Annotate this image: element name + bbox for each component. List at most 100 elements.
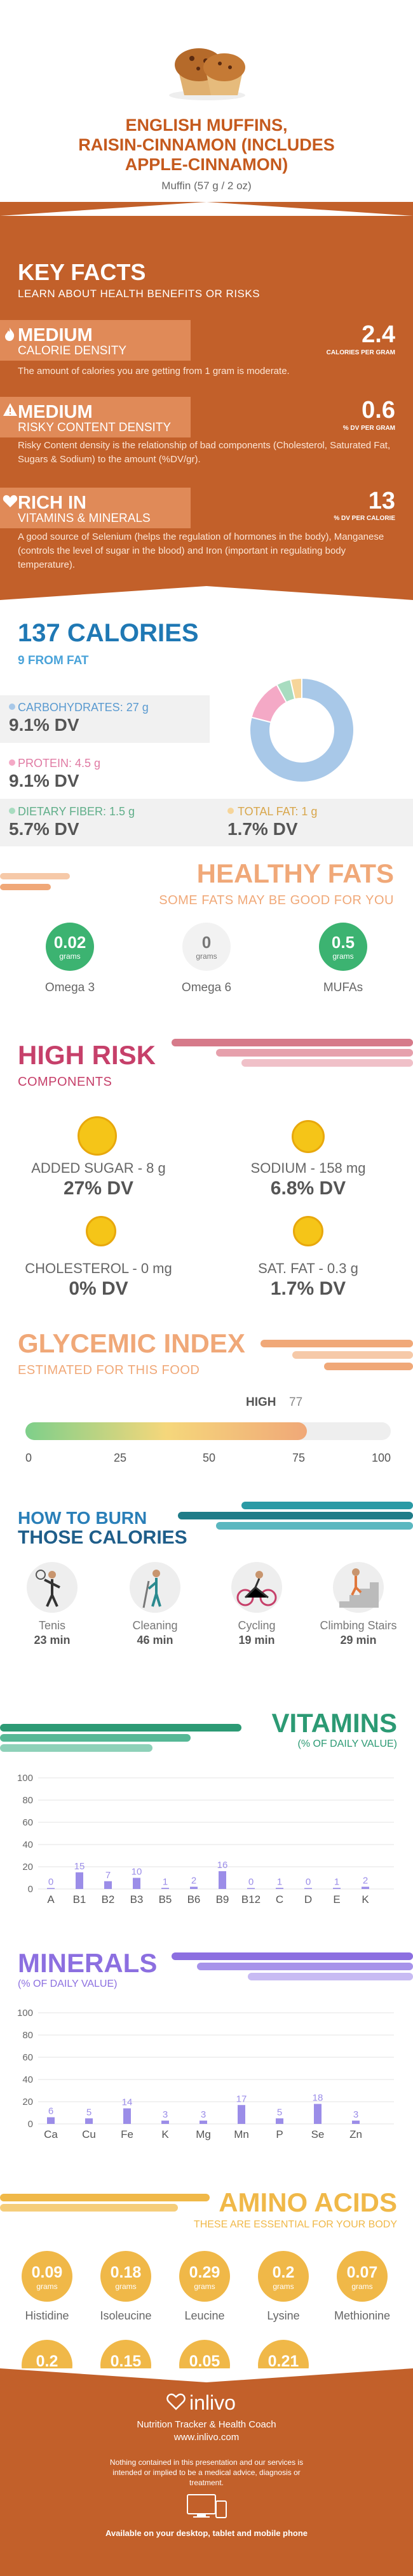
minerals-title: MINERALS — [18, 1948, 158, 1978]
burn-title-1: HOW TO BURN — [18, 1508, 147, 1528]
donut-slice-carbohydrates — [249, 677, 355, 783]
sodium-dv: 6.8% DV — [270, 1178, 346, 1199]
healthy-fats-subtitle: SOME FATS MAY BE GOOD FOR YOU — [159, 893, 394, 907]
calories-title: 137 CALORIES — [18, 619, 199, 647]
amino-unit: grams — [273, 2282, 294, 2291]
omega3-unit: grams — [59, 952, 81, 961]
fact-tag-calorie-density: MEDIUM CALORIE DENSITY — [0, 320, 191, 361]
calories-subtitle: 9 FROM FAT — [18, 654, 89, 667]
amino-value: 0.15 — [110, 2352, 142, 2370]
bar-value-label: 0 — [248, 1877, 254, 1888]
smiley-icon — [86, 1216, 116, 1246]
category-label: K — [161, 2128, 169, 2140]
heart-icon — [166, 2393, 186, 2410]
fact-unit: CALORIES PER GRAM — [326, 349, 395, 356]
devices-icon — [187, 2494, 227, 2518]
fact-value: 13 — [368, 488, 395, 514]
cholesterol-label: CHOLESTEROL - 0 mg — [25, 1260, 172, 1276]
bar-value-label: 1 — [334, 1876, 339, 1887]
amino-label: Isoleucine — [100, 2309, 152, 2322]
fiber-fat-row — [0, 799, 413, 846]
section-edge — [0, 202, 413, 216]
category-label: B9 — [216, 1893, 229, 1905]
omega6-value: 0 — [201, 933, 212, 952]
fact-description: Risky Content density is the relationshi… — [18, 440, 391, 465]
omega6-unit: grams — [196, 952, 217, 961]
burn-label: Tenis — [38, 1619, 66, 1632]
fact-description: The amount of calories you are getting f… — [18, 366, 290, 377]
gi-tick: 75 — [292, 1452, 306, 1464]
bar-value-label: 14 — [122, 2097, 133, 2108]
mufa-label: MUFAs — [323, 981, 363, 994]
bar-value-label: 6 — [48, 2106, 53, 2117]
bar-value-label: 16 — [217, 1860, 228, 1871]
bar-value-label: 5 — [277, 2107, 282, 2118]
bar — [104, 1881, 112, 1889]
category-label: E — [333, 1893, 340, 1905]
heart-icon — [3, 495, 18, 507]
burn-title-2: THOSE CALORIES — [18, 1527, 187, 1548]
category-label: B1 — [73, 1893, 86, 1905]
high-risk-subtitle: COMPONENTS — [18, 1075, 112, 1089]
bar — [47, 2117, 55, 2124]
protein-dv: 9.1% DV — [9, 771, 79, 791]
tennis-icon — [27, 1562, 78, 1613]
bar — [362, 1886, 369, 1889]
burn-label: Cycling — [238, 1619, 276, 1632]
fact-level: MEDIUM — [18, 402, 93, 422]
cholesterol-dv: 0% DV — [69, 1278, 128, 1299]
page-title: ENGLISH MUFFINS, RAISIN-CINNAMON (INCLUD… — [78, 116, 335, 174]
mufa-value: 0.5 — [331, 933, 355, 952]
bar-value-label: 1 — [277, 1876, 282, 1887]
carbs-dv: 9.1% DV — [9, 715, 79, 735]
gi-tick: 0 — [25, 1452, 32, 1464]
stripes-decoration — [172, 1039, 413, 1067]
sodium-label: SODIUM - 158 mg — [250, 1160, 366, 1176]
bar-value-label: 0 — [306, 1877, 311, 1888]
y-tick-label: 40 — [22, 1839, 33, 1850]
bar — [276, 2118, 283, 2124]
protein-row — [0, 751, 210, 799]
category-label: Ca — [44, 2128, 58, 2140]
amino-value: 0.05 — [189, 2352, 220, 2370]
footer-available: Available on your desktop, tablet and mo… — [105, 2528, 308, 2538]
bar — [333, 1888, 341, 1889]
gi-tick: 50 — [202, 1452, 216, 1464]
burn-time: 19 min — [238, 1634, 275, 1646]
fiber-dv: 5.7% DV — [9, 819, 79, 839]
bar-value-label: 10 — [132, 1867, 142, 1878]
protein-label: PROTEIN: 4.5 g — [18, 757, 101, 770]
stripes-decoration — [0, 2194, 210, 2212]
burn-time: 46 min — [137, 1634, 173, 1646]
smiley-icon — [292, 1120, 325, 1153]
bar — [161, 1888, 169, 1889]
burn-time: 29 min — [340, 1634, 377, 1646]
omega6-bubble: 0 grams — [182, 923, 231, 971]
y-tick-label: 40 — [22, 2074, 33, 2085]
glycemic-fill — [25, 1422, 307, 1440]
bar-value-label: 5 — [86, 2107, 91, 2118]
section-edge — [0, 2368, 413, 2382]
fact-name: CALORIE DENSITY — [18, 344, 127, 357]
category-label: D — [304, 1893, 312, 1905]
glycemic-title: GLYCEMIC INDEX — [18, 1328, 245, 1358]
category-label: B6 — [187, 1893, 201, 1905]
amino-subtitle: THESE ARE ESSENTIAL FOR YOUR BODY — [193, 2219, 397, 2230]
category-label: B2 — [102, 1893, 115, 1905]
footer-url[interactable]: www.inlivo.com — [173, 2432, 240, 2443]
bar-value-label: 15 — [74, 1861, 85, 1872]
amino-unit: grams — [351, 2282, 373, 2291]
bar — [85, 2118, 93, 2124]
amino-unit: grams — [115, 2282, 137, 2291]
amino-value: 0.18 — [110, 2264, 142, 2281]
category-label: P — [276, 2128, 283, 2140]
bar-value-label: 17 — [236, 2093, 247, 2104]
fact-tag-risky-content: MEDIUM RISKY CONTENT DENSITY — [0, 397, 191, 437]
bar-value-label: 3 — [353, 2109, 358, 2120]
header: ENGLISH MUFFINS, RAISIN-CINNAMON (INCLUD… — [0, 0, 413, 184]
muffin-image — [169, 48, 245, 100]
category-label: Mg — [196, 2128, 211, 2140]
fiber-dot-icon — [9, 808, 15, 814]
fact-name: VITAMINS & MINERALS — [18, 512, 151, 525]
